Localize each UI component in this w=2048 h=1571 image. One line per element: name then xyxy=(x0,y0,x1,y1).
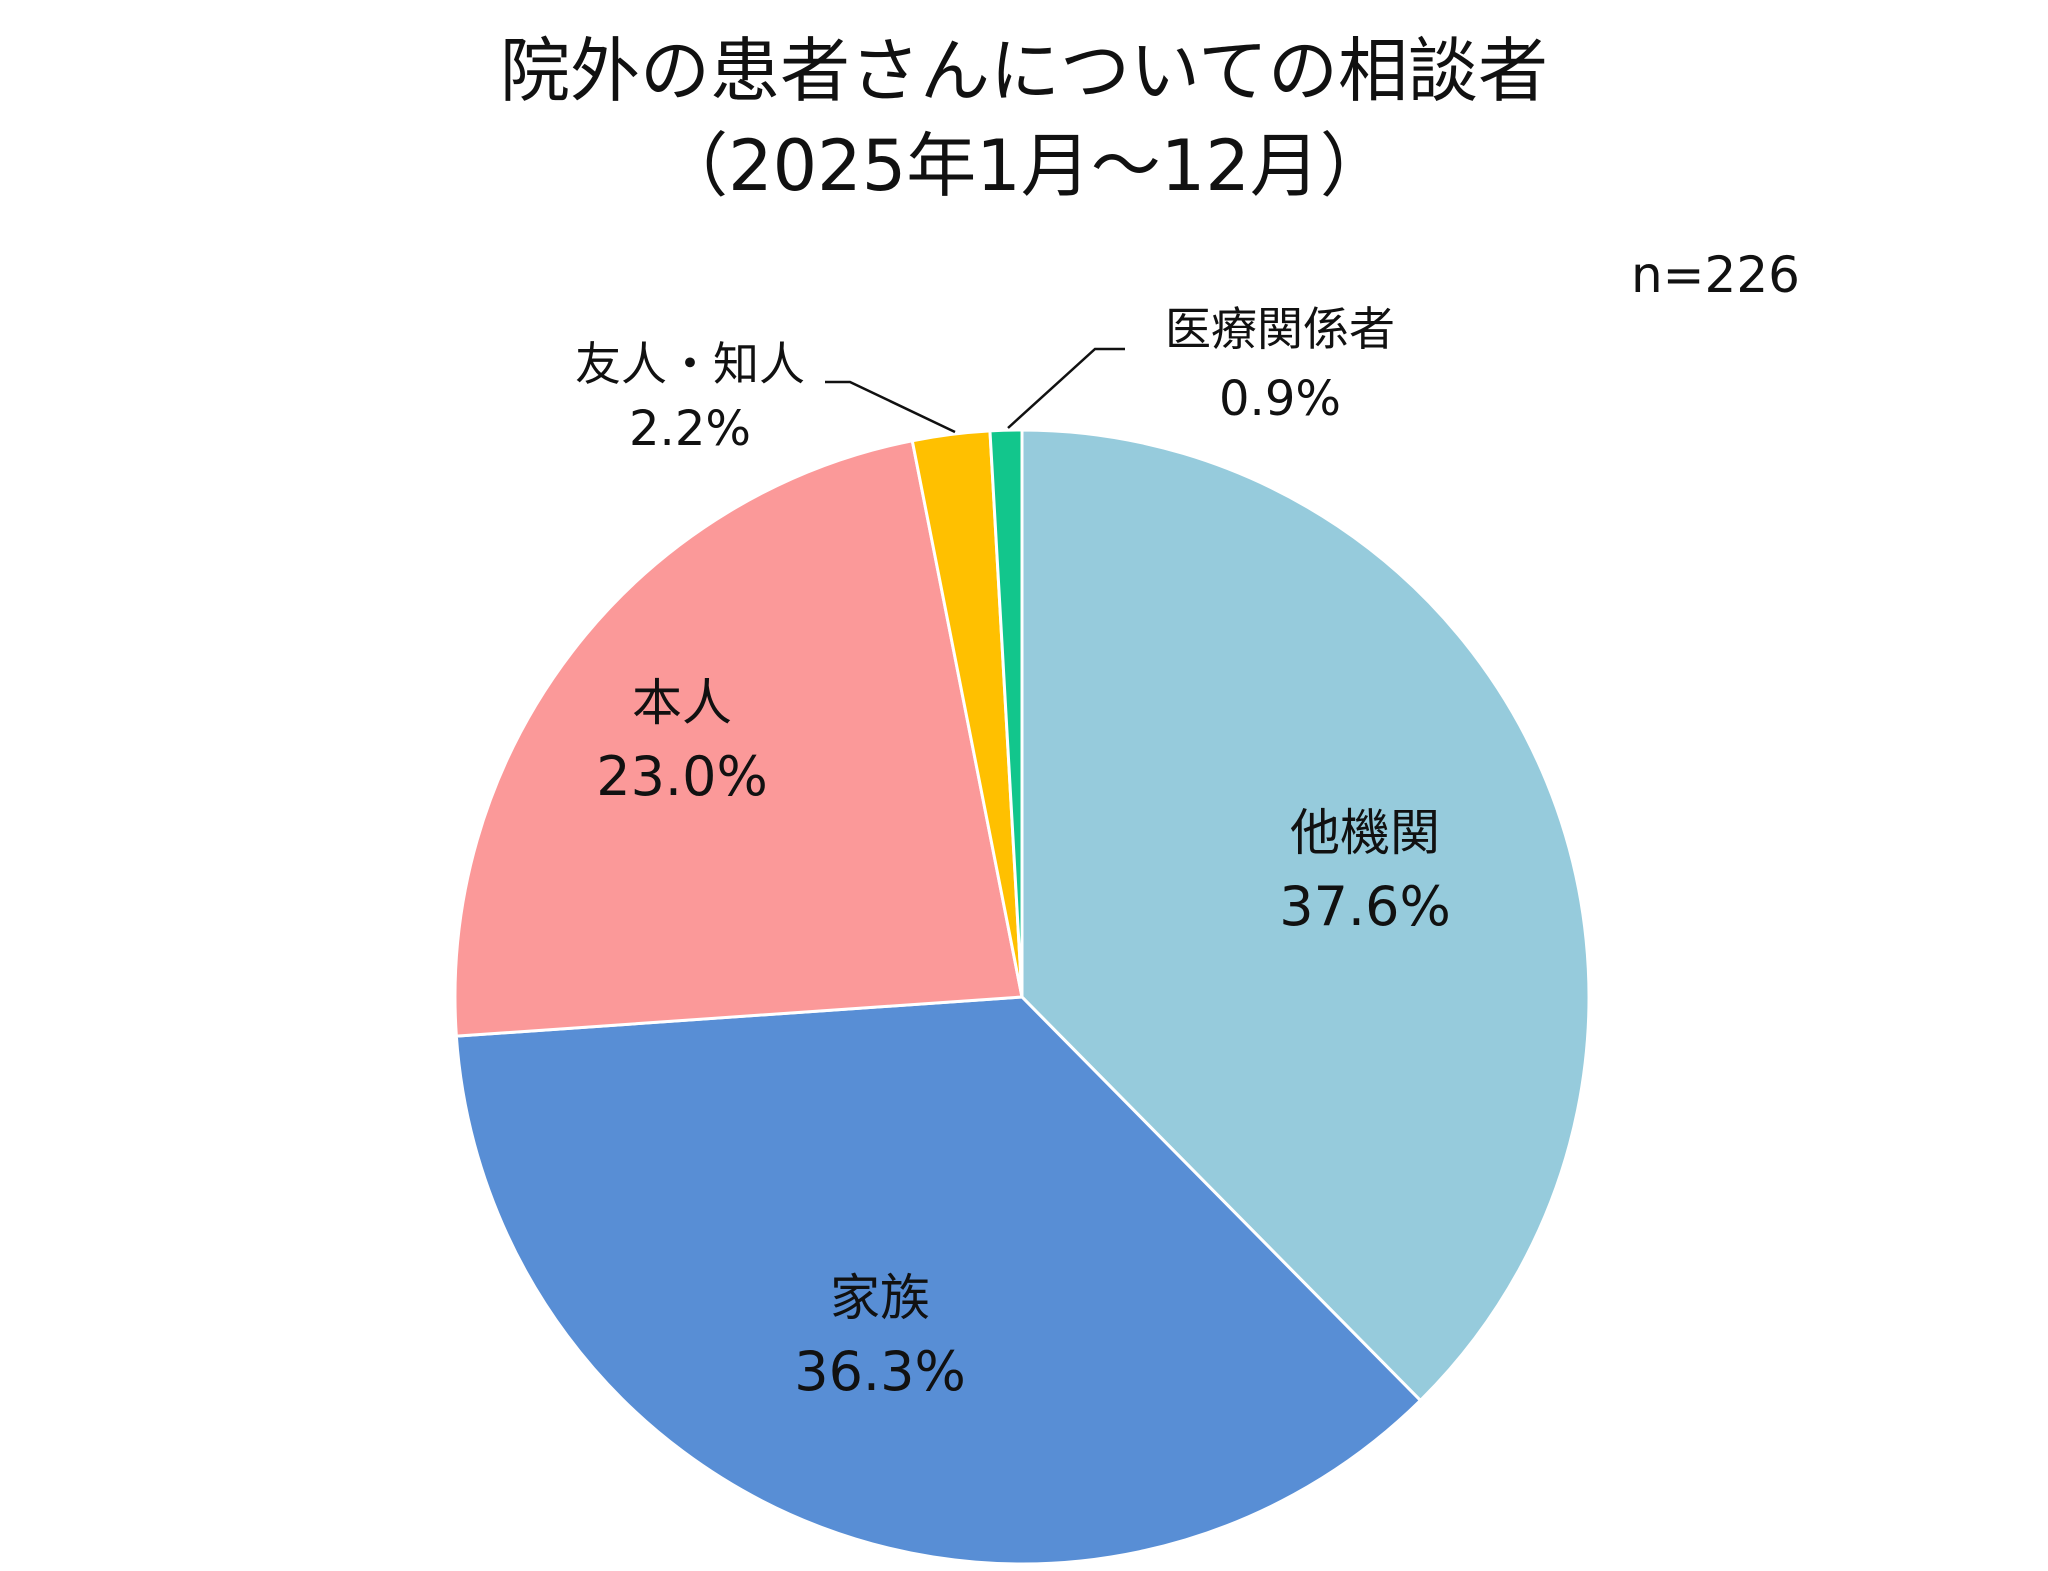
sample-size-note: n=226 xyxy=(1631,246,1800,304)
pie-slices xyxy=(453,428,1591,1566)
pie-slice xyxy=(454,995,1423,1566)
slice-value-label: 2.2% xyxy=(629,401,751,457)
slice-value-label: 37.6% xyxy=(1279,875,1451,938)
pie-slice xyxy=(988,428,1024,998)
slice-value-label: 0.9% xyxy=(1219,371,1341,427)
pie-slice xyxy=(453,438,1024,1038)
chart-subtitle: （2025年1月～12月） xyxy=(658,125,1390,207)
slice-category-label: 友人・知人 xyxy=(575,337,805,391)
slice-category-label: 本人 xyxy=(632,674,732,732)
pie-slice xyxy=(1020,428,1591,1403)
leader-line xyxy=(1007,347,1125,429)
slice-value-label: 36.3% xyxy=(794,1340,966,1403)
chart-title: 院外の患者さんについての相談者 xyxy=(500,30,1548,112)
slice-category-label: 他機関 xyxy=(1290,804,1440,862)
slice-labels: 他機関 37.6% 家族 36.3% 本人 23.0% 友人・知人 2.2% 医療関係者 0.9% xyxy=(575,302,1451,1403)
leader-lines xyxy=(825,347,1125,434)
leader-line xyxy=(825,380,956,434)
slice-value-label: 23.0% xyxy=(596,745,768,808)
slice-category-label: 家族 xyxy=(830,1269,930,1327)
slice-category-label: 医療関係者 xyxy=(1165,302,1395,356)
